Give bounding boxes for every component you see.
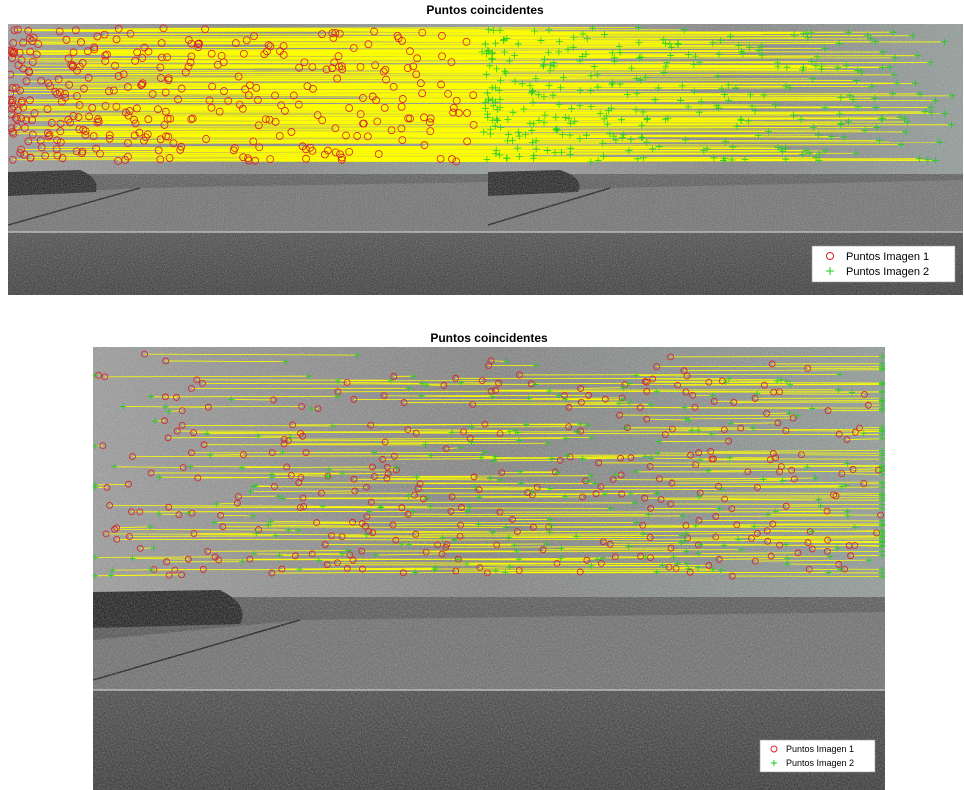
legend-label: Puntos Imagen 1 <box>786 744 854 754</box>
match-line <box>700 493 882 494</box>
match-line <box>447 544 547 545</box>
match-line <box>531 383 629 384</box>
match-line <box>327 69 803 70</box>
match-line <box>210 455 243 456</box>
legend-label: Puntos Imagen 1 <box>846 251 929 263</box>
figure-title: Puntos coincidentes <box>430 331 548 345</box>
match-line <box>117 539 455 540</box>
texture <box>93 347 885 790</box>
match-line <box>549 526 754 527</box>
legend: Puntos Imagen 1 Puntos Imagen 2 <box>812 246 955 282</box>
image-overlay <box>92 347 885 790</box>
match-line <box>408 514 648 515</box>
match-line <box>325 545 514 546</box>
match-line <box>636 375 687 376</box>
match-line <box>393 524 479 525</box>
figure-title: Puntos coincidentes <box>426 3 544 17</box>
match-line <box>10 93 487 94</box>
legend: Puntos Imagen 1 Puntos Imagen 2 <box>760 740 875 772</box>
match-line <box>494 460 560 461</box>
legend-label: Puntos Imagen 2 <box>786 758 854 768</box>
figure-window: Puntos coincidentes Puntos Imagen 1 Punt… <box>0 0 964 790</box>
match-line <box>60 92 532 93</box>
match-line <box>30 39 504 40</box>
page: Puntos coincidentes Puntos Imagen 1 Punt… <box>0 0 964 790</box>
match-line <box>475 487 537 488</box>
legend-label: Puntos Imagen 2 <box>846 266 929 278</box>
match-line <box>699 520 882 521</box>
